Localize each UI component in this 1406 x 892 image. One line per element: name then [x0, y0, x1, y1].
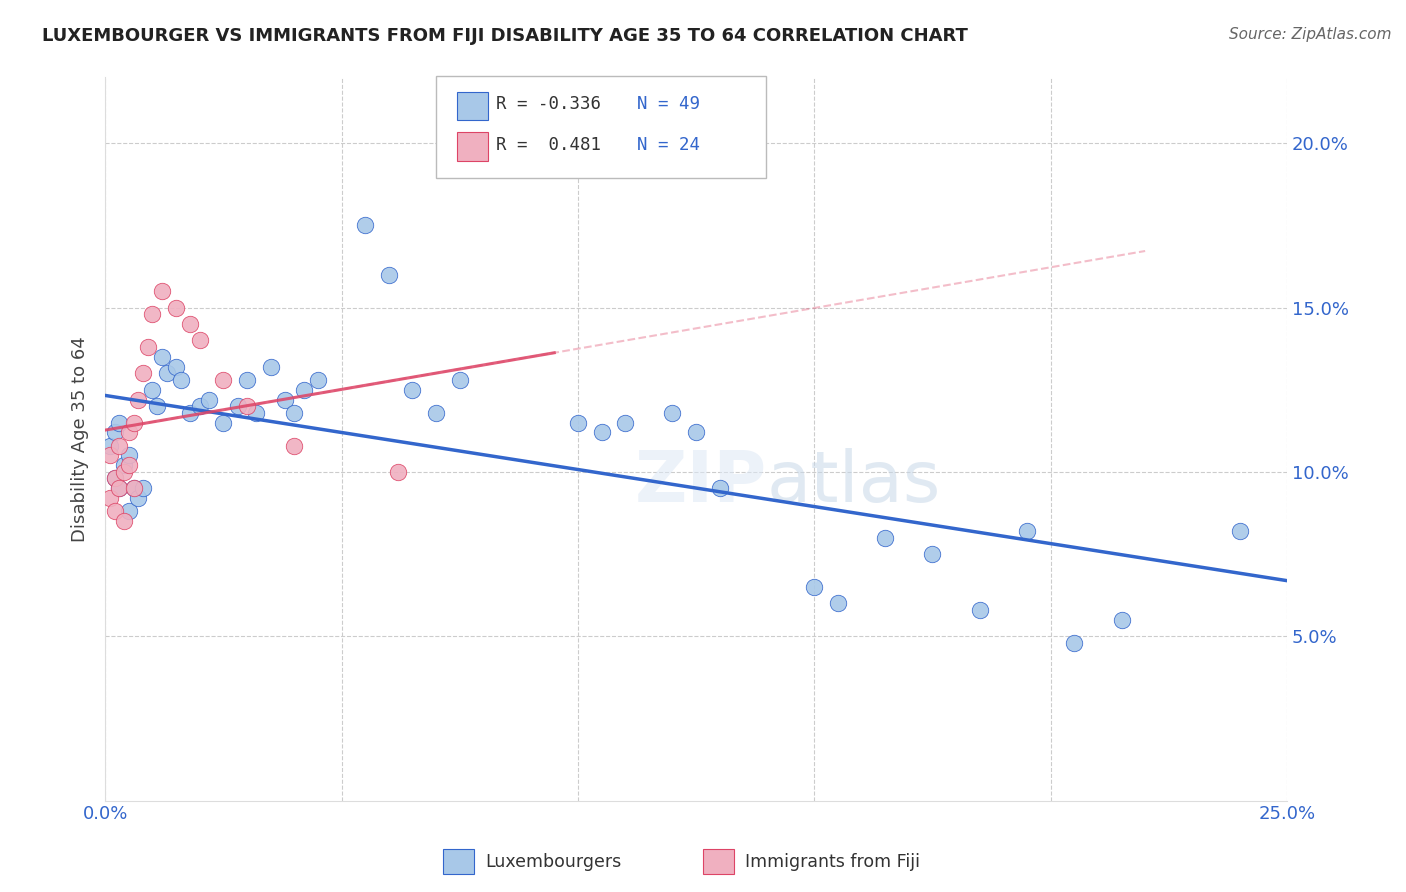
Point	[141, 383, 163, 397]
Point	[283, 439, 305, 453]
Point	[112, 514, 135, 528]
Y-axis label: Disability Age 35 to 64: Disability Age 35 to 64	[72, 336, 89, 542]
Point	[104, 471, 127, 485]
Point	[112, 458, 135, 473]
Point	[260, 359, 283, 374]
Point	[378, 268, 401, 282]
Point	[141, 307, 163, 321]
Point	[591, 425, 613, 440]
Point	[969, 603, 991, 617]
Point	[108, 416, 131, 430]
Point	[118, 504, 141, 518]
Text: N = 49: N = 49	[637, 95, 700, 113]
Point	[118, 425, 141, 440]
Point	[132, 366, 155, 380]
Text: atlas: atlas	[768, 448, 942, 517]
Point	[104, 425, 127, 440]
Point	[98, 449, 121, 463]
Point	[449, 373, 471, 387]
Point	[104, 504, 127, 518]
Point	[198, 392, 221, 407]
Point	[685, 425, 707, 440]
Point	[292, 383, 315, 397]
Point	[283, 406, 305, 420]
Point	[401, 383, 423, 397]
Point	[146, 399, 169, 413]
Point	[661, 406, 683, 420]
Point	[108, 481, 131, 495]
Point	[165, 301, 187, 315]
Point	[127, 491, 149, 506]
Point	[1111, 613, 1133, 627]
Text: Source: ZipAtlas.com: Source: ZipAtlas.com	[1229, 27, 1392, 42]
Text: R = -0.336: R = -0.336	[496, 95, 602, 113]
Point	[156, 366, 179, 380]
Point	[1015, 524, 1038, 538]
Point	[307, 373, 329, 387]
Point	[122, 481, 145, 495]
Point	[150, 284, 173, 298]
Point	[212, 373, 235, 387]
Text: N = 24: N = 24	[637, 136, 700, 153]
Point	[118, 449, 141, 463]
Point	[122, 481, 145, 495]
Point	[170, 373, 193, 387]
Point	[179, 406, 201, 420]
Point	[188, 334, 211, 348]
Point	[354, 219, 377, 233]
Point	[425, 406, 447, 420]
Point	[188, 399, 211, 413]
Point	[104, 471, 127, 485]
Point	[387, 465, 409, 479]
Text: Luxembourgers: Luxembourgers	[485, 853, 621, 871]
Point	[112, 465, 135, 479]
Text: R =  0.481: R = 0.481	[496, 136, 602, 153]
Point	[567, 416, 589, 430]
Point	[236, 373, 259, 387]
Point	[226, 399, 249, 413]
Point	[236, 399, 259, 413]
Point	[122, 416, 145, 430]
Point	[98, 491, 121, 506]
Point	[245, 406, 267, 420]
Text: ZIP: ZIP	[634, 448, 768, 517]
Point	[108, 439, 131, 453]
Point	[98, 439, 121, 453]
Point	[1063, 636, 1085, 650]
Point	[150, 350, 173, 364]
Point	[165, 359, 187, 374]
Point	[1229, 524, 1251, 538]
Point	[614, 416, 637, 430]
Point	[136, 340, 159, 354]
Point	[212, 416, 235, 430]
Point	[803, 580, 825, 594]
Text: LUXEMBOURGER VS IMMIGRANTS FROM FIJI DISABILITY AGE 35 TO 64 CORRELATION CHART: LUXEMBOURGER VS IMMIGRANTS FROM FIJI DIS…	[42, 27, 969, 45]
Point	[127, 392, 149, 407]
Point	[875, 531, 897, 545]
Point	[118, 458, 141, 473]
Point	[132, 481, 155, 495]
Point	[179, 317, 201, 331]
Point	[709, 481, 731, 495]
Point	[274, 392, 297, 407]
Text: Immigrants from Fiji: Immigrants from Fiji	[745, 853, 920, 871]
Point	[827, 596, 849, 610]
Point	[108, 481, 131, 495]
Point	[921, 547, 943, 561]
